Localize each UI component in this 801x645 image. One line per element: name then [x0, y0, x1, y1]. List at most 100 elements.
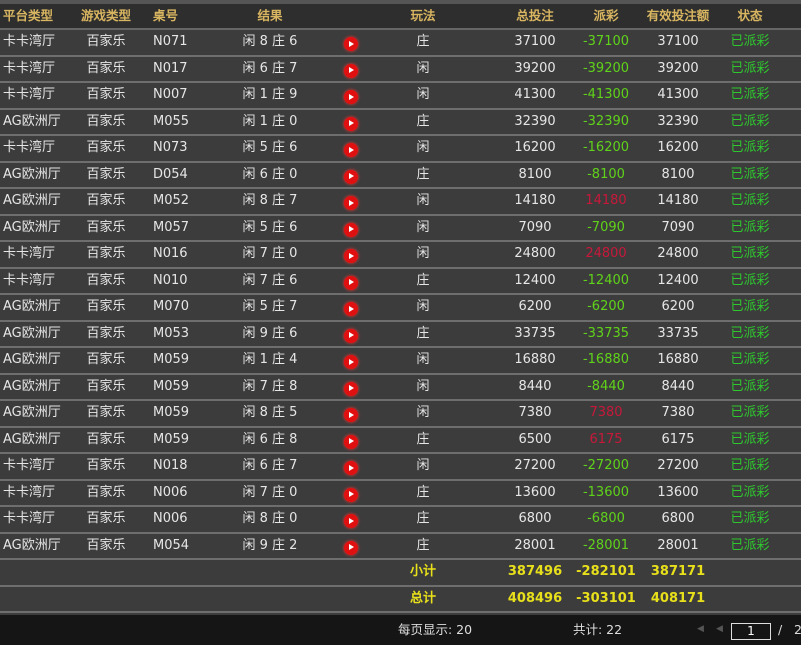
status-cell: 已派彩 [730, 378, 770, 394]
total-total: 408496 [507, 590, 563, 606]
play-icon[interactable] [344, 143, 358, 157]
payout-cell: -8100 [587, 166, 625, 182]
play-icon[interactable] [344, 37, 358, 51]
play-icon[interactable] [344, 196, 358, 210]
play-cell: 庄 [416, 113, 430, 129]
status-cell: 已派彩 [730, 60, 770, 76]
header-platform: 平台类型 [3, 8, 54, 23]
total-bet-cell: 14180 [514, 193, 556, 208]
game-cell: 百家乐 [86, 299, 126, 314]
total-bet-cell: 12400 [514, 272, 556, 288]
table-cell: M059 [153, 378, 190, 394]
play-cell: 闲 [416, 352, 430, 367]
status-cell: 已派彩 [730, 87, 770, 102]
table-cell: N006 [153, 484, 188, 500]
table-row: AG欧洲厅 百家乐 M055 闲 1 庄 0 庄 32390 -32390 32390 已派彩 [0, 110, 801, 136]
payout-cell: 6175 [589, 431, 623, 447]
platform-cell: AG欧洲厅 [3, 378, 61, 394]
valid-bet-cell: 8100 [661, 166, 695, 182]
total-bet-cell: 8440 [518, 378, 552, 394]
result-cell: 闲 6 庄 0 [242, 166, 298, 182]
total-bet-cell: 33735 [514, 325, 556, 341]
play-icon[interactable] [344, 222, 358, 237]
play-icon[interactable] [344, 514, 358, 528]
status-cell: 已派彩 [730, 219, 770, 235]
table-row: AG欧洲厅 百家乐 M059 闲 1 庄 4 闲 16880 -16880 16880 已派彩 [0, 348, 801, 375]
game-cell: 百家乐 [86, 113, 126, 129]
table-row: 卡卡湾厅 百家乐 N006 闲 7 庄 0 庄 13600 -13600 13600 已派彩 [0, 481, 801, 507]
valid-bet-cell: 37100 [657, 34, 699, 49]
payout-cell: -8440 [587, 378, 625, 394]
header-status: 状态 [737, 8, 763, 23]
play-cell: 闲 [416, 299, 430, 314]
valid-bet-cell: 12400 [657, 272, 699, 288]
game-cell: 百家乐 [86, 60, 126, 76]
play-cell: 闲 [416, 458, 430, 473]
play-icon[interactable] [344, 461, 358, 475]
payout-cell: -6200 [587, 299, 625, 314]
play-icon[interactable] [344, 540, 358, 555]
platform-cell: 卡卡湾厅 [3, 458, 56, 473]
table-cell: N010 [153, 272, 188, 288]
play-icon[interactable] [344, 90, 358, 104]
platform-cell: AG欧洲厅 [3, 219, 61, 235]
valid-bet-cell: 33735 [657, 325, 699, 341]
play-cell: 闲 [416, 193, 430, 208]
total-bet-cell: 8100 [518, 166, 552, 182]
total-label: 总计 [410, 590, 437, 606]
result-cell: 闲 8 庄 5 [242, 405, 298, 420]
table-cell: M053 [153, 325, 190, 341]
table-row: 卡卡湾厅 百家乐 N010 闲 7 庄 6 庄 12400 -12400 12400 已派彩 [0, 269, 801, 295]
result-cell: 闲 5 庄 6 [242, 219, 298, 235]
play-icon[interactable] [344, 116, 358, 131]
result-cell: 闲 8 庄 7 [242, 193, 298, 208]
status-cell: 已派彩 [730, 484, 770, 500]
result-cell: 闲 6 庄 8 [242, 431, 298, 447]
status-cell: 已派彩 [730, 325, 770, 341]
page-separator: / [778, 622, 783, 637]
platform-cell: 卡卡湾厅 [3, 484, 56, 500]
platform-cell: 卡卡湾厅 [3, 60, 56, 76]
valid-bet-cell: 14180 [657, 193, 699, 208]
play-icon[interactable] [344, 434, 358, 449]
play-cell: 庄 [416, 34, 430, 49]
header-valid-bet: 有效投注额 [646, 8, 710, 23]
header-play: 玩法 [410, 8, 436, 23]
platform-cell: 卡卡湾厅 [3, 34, 56, 49]
total-count: 共计: 22 [573, 622, 623, 637]
result-cell: 闲 7 庄 0 [242, 246, 298, 261]
play-icon[interactable] [344, 408, 358, 422]
payout-cell: -6800 [587, 511, 625, 526]
status-cell: 已派彩 [730, 140, 770, 155]
table-row: AG欧洲厅 百家乐 M059 闲 6 庄 8 庄 6500 6175 6175 已派彩 [0, 428, 801, 454]
result-cell: 闲 5 庄 6 [242, 140, 298, 155]
valid-bet-cell: 6200 [661, 299, 695, 314]
valid-bet-cell: 7090 [661, 219, 695, 235]
play-icon[interactable] [344, 63, 358, 78]
play-icon[interactable] [344, 355, 358, 369]
first-page-icon[interactable]: ◀ [697, 624, 704, 634]
status-cell: 已派彩 [730, 246, 770, 261]
subtotal-row: 小计 387496 -282101 387171 [0, 560, 801, 587]
play-icon[interactable] [344, 487, 358, 502]
total-bet-cell: 6500 [518, 431, 552, 447]
play-icon[interactable] [344, 302, 358, 316]
prev-page-icon[interactable]: ◀ [716, 624, 723, 634]
play-cell: 闲 [416, 140, 430, 155]
play-icon[interactable] [344, 328, 358, 343]
table-row: AG欧洲厅 百家乐 M052 闲 8 庄 7 闲 14180 14180 14180 已派彩 [0, 189, 801, 216]
status-cell: 已派彩 [730, 193, 770, 208]
total-bet-cell: 6800 [518, 511, 552, 526]
play-icon[interactable] [344, 249, 358, 263]
play-icon[interactable] [344, 169, 358, 184]
play-icon[interactable] [344, 381, 358, 396]
valid-bet-cell: 7380 [661, 405, 695, 420]
play-cell: 闲 [416, 246, 430, 261]
platform-cell: AG欧洲厅 [3, 113, 61, 129]
payout-cell: -33735 [582, 325, 630, 341]
play-icon[interactable] [344, 275, 358, 290]
result-cell: 闲 7 庄 6 [242, 272, 298, 288]
page-input[interactable]: 1 [731, 623, 771, 640]
payout-cell: 7380 [589, 405, 623, 420]
